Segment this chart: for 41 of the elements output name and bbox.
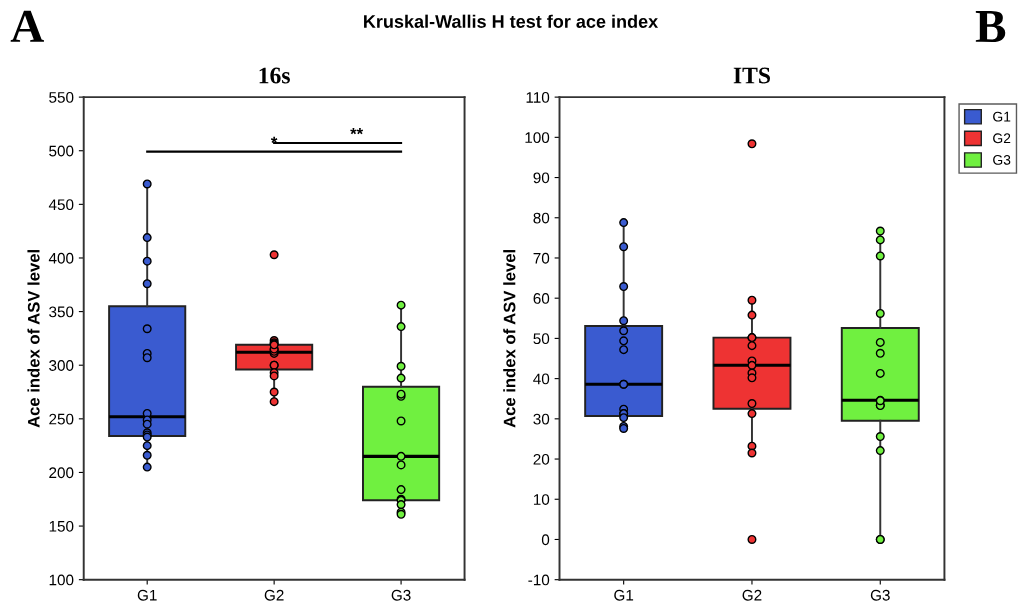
y-tick-label: 110 bbox=[526, 91, 550, 103]
y-tick-label: 400 bbox=[48, 252, 74, 264]
x-tick-label: G2 bbox=[742, 589, 762, 601]
x-tick-label: G1 bbox=[614, 589, 634, 601]
y-tick-label: 100 bbox=[49, 574, 74, 586]
y-tick-label: 10 bbox=[533, 494, 550, 505]
y-tick-label: 150 bbox=[49, 520, 74, 532]
y-tick-label: 70 bbox=[533, 252, 550, 264]
chart-title: 16s bbox=[259, 67, 290, 84]
text: B bbox=[975, 10, 1006, 43]
y-tick-label: 20 bbox=[533, 453, 550, 465]
y-tick-label: 60 bbox=[533, 293, 550, 304]
text: A bbox=[10, 10, 44, 42]
x-tick-label: G3 bbox=[870, 589, 890, 601]
y-axis-title: Ace index of ASV level bbox=[27, 250, 40, 428]
y-tick-label: 450 bbox=[48, 199, 74, 211]
legend-label: G3 bbox=[993, 154, 1011, 165]
y-tick-label: 30 bbox=[533, 413, 550, 425]
x-tick-label: G3 bbox=[391, 589, 411, 601]
y-tick-label: 550 bbox=[49, 91, 74, 103]
y-axis-title: Ace index of ASV level bbox=[503, 250, 516, 428]
annotation: * bbox=[270, 136, 278, 143]
legend-label: G2 bbox=[993, 133, 1011, 144]
y-tick-label: 350 bbox=[49, 306, 74, 318]
y-tick-label: 50 bbox=[533, 333, 550, 345]
legend-label: G1 bbox=[993, 111, 1011, 122]
x-tick-label: G1 bbox=[137, 589, 157, 601]
y-tick-label: 80 bbox=[533, 212, 550, 224]
y-tick-label: 90 bbox=[533, 172, 550, 184]
y-tick-label: 40 bbox=[533, 373, 550, 385]
y-tick-label: 100 bbox=[525, 132, 550, 144]
y-tick-label: -10 bbox=[528, 574, 550, 586]
y-tick-label: 0 bbox=[541, 534, 550, 546]
y-tick-label: 500 bbox=[49, 145, 74, 157]
chart-title: ITS bbox=[733, 67, 770, 84]
x-tick-label: G2 bbox=[264, 589, 284, 601]
y-tick-label: 200 bbox=[49, 467, 74, 479]
text: Kruskal-Wallis H test for ace index bbox=[364, 14, 659, 28]
y-tick-label: 300 bbox=[49, 360, 74, 371]
y-tick-label: 250 bbox=[49, 413, 74, 425]
annotation: ** bbox=[350, 128, 364, 135]
